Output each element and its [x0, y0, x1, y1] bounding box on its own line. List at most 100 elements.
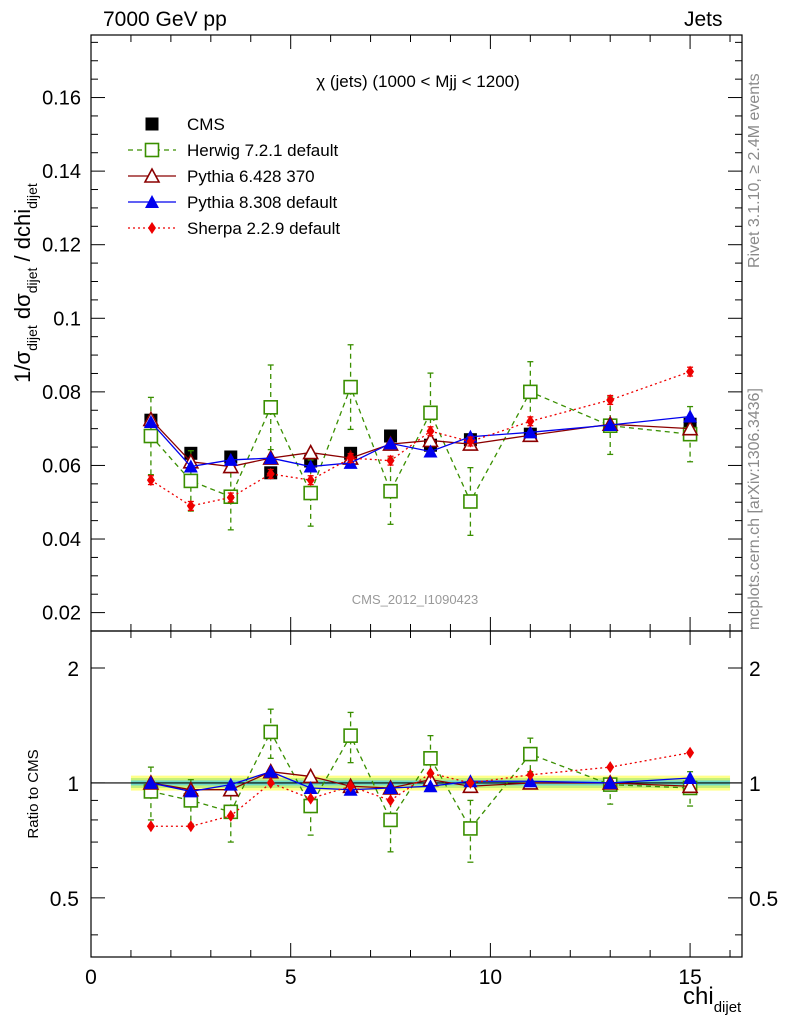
ratio-data-point	[686, 746, 695, 759]
header-left-label: 7000 GeV pp	[103, 8, 227, 31]
ratio-data-point	[306, 792, 315, 805]
data-point	[423, 405, 438, 421]
ratio-data-point	[263, 724, 279, 740]
x-axis-label-subscript: dijet	[714, 999, 742, 1016]
data-point	[526, 415, 535, 428]
data-point	[183, 459, 198, 473]
y-axis-label-subscript: dijet	[24, 183, 40, 209]
x-tick-label: 0	[85, 966, 97, 989]
x-tick-label: 5	[285, 966, 297, 989]
y-axis-label-subscript: dijet	[24, 267, 40, 293]
series-herwig-7-2-1-default	[143, 344, 698, 536]
ratio-y-tick-label: 2	[67, 658, 79, 681]
ratio-data-point	[463, 821, 478, 836]
data-point	[263, 400, 279, 415]
data-point	[606, 393, 615, 406]
ratio-data-point	[426, 767, 435, 780]
ratio-data-point	[523, 746, 538, 762]
ratio-data-point	[146, 820, 155, 833]
ratio-data-point	[183, 784, 198, 798]
data-point	[346, 452, 355, 465]
legend-marker	[143, 167, 161, 183]
data-point	[383, 483, 398, 499]
data-point	[222, 457, 240, 474]
y-tick-label: 0.04	[42, 529, 81, 551]
y-tick-label: 0.1	[53, 308, 81, 330]
y-axis-label-part: 1/σ	[10, 350, 35, 382]
ratio-series-sherpa-2-2-9-default	[146, 746, 695, 833]
ratio-y-tick-label: 0.5	[50, 888, 79, 911]
ratio-series-line	[150, 771, 691, 791]
ratio-plot-panel	[90, 630, 743, 958]
data-point	[463, 494, 478, 509]
data-point	[223, 452, 238, 466]
data-point	[143, 415, 158, 429]
data-point	[603, 417, 618, 431]
y-axis-label-subscript: dijet	[24, 325, 40, 351]
series-line	[150, 371, 691, 507]
data-point	[343, 379, 358, 395]
series-line	[150, 415, 691, 468]
data-point	[686, 365, 695, 378]
chart-title: χ (jets) (1000 < Mjj < 1200)	[316, 72, 520, 91]
y-tick-label: 0.12	[42, 235, 81, 257]
ratio-data-point	[346, 780, 355, 793]
ratio-series-line	[150, 771, 691, 793]
data-point	[302, 443, 320, 460]
ratio-y-tick-label: 1	[67, 773, 79, 796]
ratio-data-point	[383, 812, 398, 828]
legend-marker	[144, 142, 160, 158]
ratio-data-point	[223, 777, 238, 791]
ratio-data-point	[683, 771, 698, 785]
ratio-series-pythia-8-308-default	[143, 764, 698, 798]
legend-item: CMS	[145, 115, 225, 134]
ratio-data-point	[303, 780, 318, 794]
analysis-watermark: CMS_2012_I1090423	[352, 592, 479, 607]
series-pythia-8-308-default	[143, 409, 698, 473]
ratio-data-point	[186, 820, 195, 833]
ratio-data-point	[266, 776, 275, 789]
data-point	[266, 467, 275, 480]
data-point	[143, 428, 159, 444]
ratio-data-point	[526, 768, 535, 781]
data-point	[523, 384, 538, 400]
legend-label: Pythia 6.428 370	[187, 167, 315, 186]
data-point	[683, 409, 698, 423]
legend-marker	[145, 117, 159, 131]
ratio-data-point	[343, 728, 358, 743]
ratio-plot-frame	[90, 630, 743, 958]
ratio-data-point	[603, 775, 618, 789]
main-y-axis-label: 1/σdijet dσdijet / dchidijet	[10, 183, 40, 383]
legend-label: Pythia 8.308 default	[187, 193, 338, 212]
ratio-data-point	[383, 780, 398, 794]
data-point	[303, 459, 318, 473]
y-tick-label: 0.14	[42, 161, 81, 183]
legend-label: CMS	[187, 115, 225, 134]
data-point	[226, 491, 235, 504]
legend-label: Herwig 7.2.1 default	[187, 141, 338, 160]
y-axis-label-part: / dchi	[10, 209, 35, 268]
data-point	[303, 485, 318, 501]
ratio-y-axis-label: Ratio to CMS	[25, 749, 42, 838]
ratio-y-tick-label-right: 0.5	[749, 888, 778, 911]
x-tick-label: 15	[678, 966, 701, 989]
legend-label: Sherpa 2.2.9 default	[187, 219, 340, 238]
ratio-data-point	[423, 779, 438, 793]
ratio-data-point	[466, 776, 475, 789]
y-tick-label: 0.02	[42, 603, 81, 625]
y-axis-label-part: dσ	[10, 293, 35, 325]
ratio-data-point	[263, 764, 278, 778]
ratio-data-point	[606, 761, 615, 774]
y-tick-label: 0.08	[42, 382, 81, 404]
x-axis-label-part: chi	[683, 983, 714, 1010]
legend-item: Pythia 8.308 default	[128, 193, 338, 212]
data-point	[426, 425, 435, 438]
data-point	[306, 474, 315, 487]
header-right-label: Jets	[684, 8, 723, 31]
legend-item: Sherpa 2.2.9 default	[128, 219, 340, 238]
legend-item: Herwig 7.2.1 default	[128, 141, 338, 160]
ratio-y-tick-label-right: 2	[749, 658, 761, 681]
data-point	[466, 435, 475, 448]
data-point	[383, 436, 398, 450]
series-sherpa-2-2-9-default	[146, 365, 695, 512]
